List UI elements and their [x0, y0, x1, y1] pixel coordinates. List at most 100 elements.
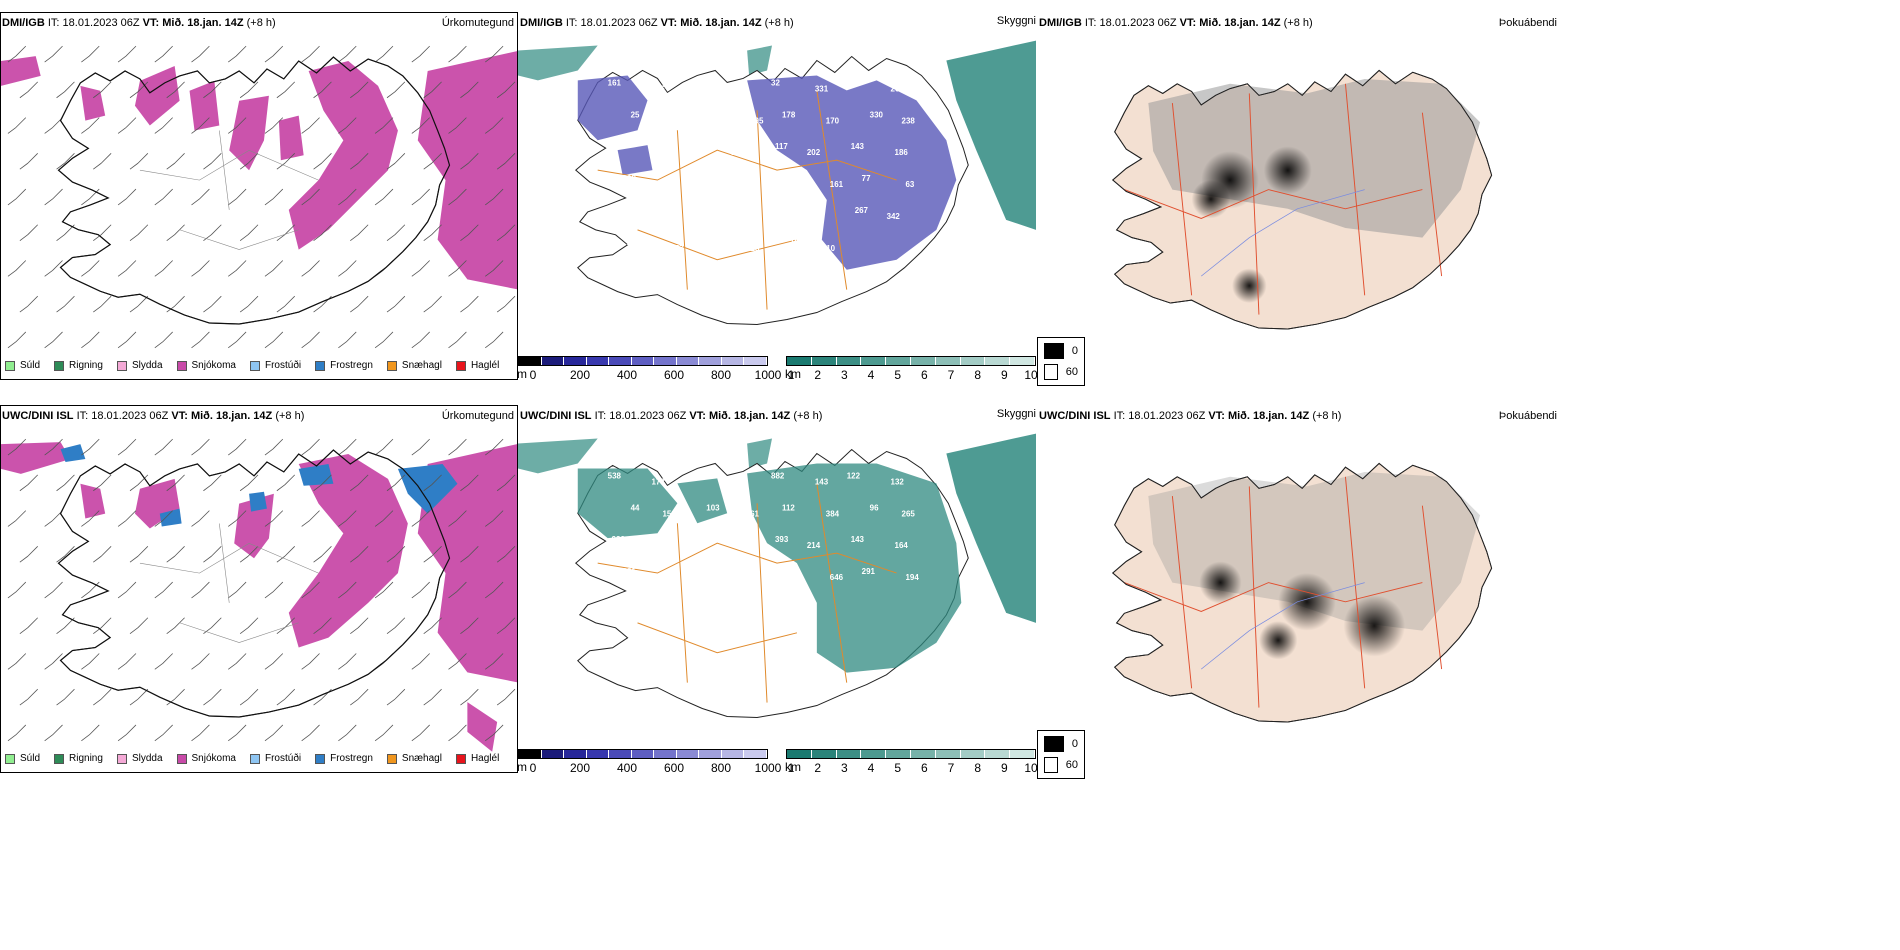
legend-swatch [455, 360, 466, 371]
wind-barb [496, 546, 516, 563]
wind-barb [386, 153, 406, 170]
visibility-value: 108 [623, 174, 637, 183]
colorbar-cell [699, 750, 722, 758]
legend-label: Snjókoma [191, 360, 236, 371]
colorbar-cell [609, 357, 632, 365]
wind-barb [350, 474, 369, 492]
wind-barb [56, 617, 75, 634]
wind-barb [350, 546, 369, 563]
wind-barb [338, 724, 357, 742]
wind-barb [374, 438, 394, 456]
height-colorbar: m 0 200 400 600 800 1000 [517, 356, 781, 382]
wind-barb [460, 153, 479, 170]
colorbar-tick: 1000 [754, 761, 782, 775]
road-network [1124, 83, 1443, 315]
wind-barb [411, 438, 430, 456]
legend-item: Frostúði [249, 753, 301, 764]
wind-barb [81, 331, 100, 349]
wind-barb [166, 688, 185, 706]
wind-barb [264, 188, 284, 206]
coastline [1112, 69, 1493, 330]
wind-barb [460, 546, 479, 563]
precip-map [1, 438, 517, 752]
colorbar-cell [935, 750, 961, 758]
colorbar-unit: km [785, 367, 801, 381]
wind-barb [56, 474, 75, 492]
row2-fog-panel: UWC/DINI ISL IT: 18.01.2023 06Z VT: Mið.… [1037, 405, 1557, 779]
wind-barb [228, 438, 247, 456]
wind-barb [7, 260, 27, 277]
wind-barb [411, 117, 430, 134]
wind-barb [117, 188, 137, 206]
visibility-value: 115 [687, 142, 700, 151]
wind-barb [56, 81, 75, 99]
visibility-value: 210 [822, 244, 836, 253]
colorbar-tick: 2 [814, 368, 821, 382]
wind-barb [154, 45, 173, 63]
visibility-map: 538 173 906 989 882 143 122 132 44 156 103 61 112 384… [518, 433, 1036, 718]
wind-barb [264, 117, 284, 134]
wind-barb [81, 260, 100, 277]
wind-barb [264, 260, 284, 277]
colorbar-cell [586, 357, 610, 365]
freezing-rain-area [397, 463, 458, 514]
panel-title: Þokuábendi [1498, 17, 1557, 29]
colorbar-tick: 4 [867, 368, 875, 382]
snowfall-area [467, 702, 498, 752]
wind-barb [129, 688, 149, 706]
wind-barb [81, 117, 100, 134]
visibility-value: 330 [870, 110, 884, 119]
wind-barb [81, 45, 100, 63]
visibility-value: 117 [775, 142, 788, 151]
wind-barb [93, 546, 112, 563]
wind-barb [166, 224, 185, 241]
wind-barb [19, 224, 38, 241]
wind-barb [191, 510, 210, 527]
visibility-value: 355 [655, 148, 669, 157]
low-visibility-sea [946, 40, 1036, 230]
wind-barb [154, 117, 173, 134]
wind-barb [386, 474, 406, 492]
wind-barb [81, 581, 100, 599]
visibility-value: 25 [631, 110, 640, 119]
colorbar-cell [910, 750, 936, 758]
wind-barb [239, 224, 259, 241]
wind-barb [276, 295, 296, 313]
wind-barb [313, 224, 332, 241]
run-header: UWC/DINI ISL IT: 18.01.2023 06Z VT: Mið.… [1039, 410, 1342, 422]
km-colorbar: km 1 2 3 4 5 6 7 8 9 10 [785, 749, 1038, 775]
wind-barb [448, 188, 467, 206]
visibility-map: 161 256 288 188 32 331 350 203 25 52 109 195 178 170 3… [518, 40, 1036, 325]
visibility-value: 132 [891, 477, 905, 486]
low-visibility-sea [747, 438, 773, 469]
fog-legend-swatch [1044, 757, 1058, 773]
coastline [57, 449, 451, 718]
visibility-value: 229 [666, 180, 680, 189]
wind-barb [7, 581, 27, 599]
wind-barb [117, 45, 137, 63]
colorbar-cell [886, 750, 911, 758]
wind-barb [7, 188, 27, 206]
wind-barb [460, 224, 479, 241]
wind-barb [7, 117, 27, 134]
wind-barb [191, 653, 210, 670]
wind-barb [350, 81, 369, 99]
wind-barb [264, 653, 284, 670]
visibility-value: 932 [612, 535, 626, 544]
wind-barb [81, 724, 100, 742]
freezing-rain-area [249, 491, 267, 512]
visibility-value: 867 [666, 573, 680, 582]
colorbar-tick: 8 [974, 761, 981, 775]
wind-barb [191, 581, 210, 599]
colorbar-tick: 0 [529, 368, 537, 382]
wind-barb [460, 295, 479, 313]
wind-barb [166, 546, 185, 563]
legend-item: Súld [5, 360, 40, 371]
coastline [1112, 462, 1493, 723]
legend-label: Snæhagl [401, 360, 442, 371]
visibility-value: 63 [906, 180, 915, 189]
wind-barb [460, 474, 479, 492]
legend-label: Súld [20, 360, 41, 371]
legend-item: Frostúði [249, 360, 301, 371]
wind-barb [154, 581, 173, 599]
